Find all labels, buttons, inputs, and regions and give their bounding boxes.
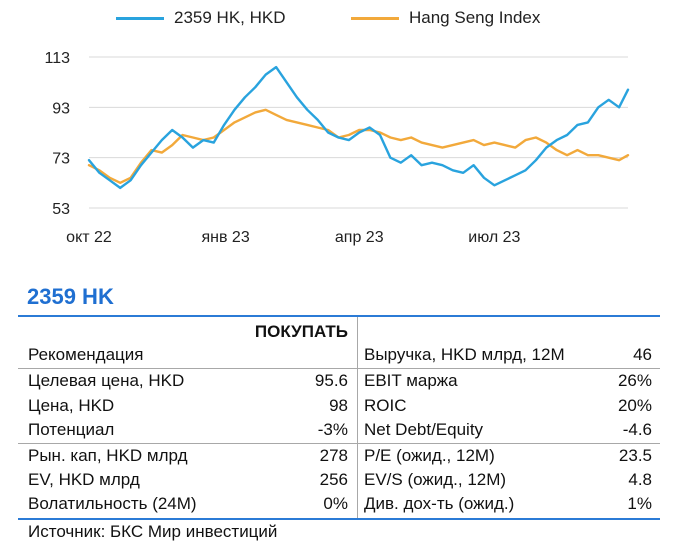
dividend-yield-value: 1% bbox=[627, 494, 652, 513]
y-axis-ticks: 113 93 73 53 bbox=[44, 50, 70, 218]
x-tick-label: апр 23 bbox=[335, 229, 384, 246]
volatility-value: 0% bbox=[323, 494, 348, 513]
series-line-stock bbox=[87, 65, 630, 190]
target-price-label: Целевая цена, HKD bbox=[28, 371, 185, 390]
pe-label: P/E (ожид., 12M) bbox=[364, 446, 495, 465]
ebit-margin-label: EBIT маржа bbox=[364, 371, 458, 390]
recommendation-label: Рекомендация bbox=[28, 345, 144, 364]
table-top-rule bbox=[18, 315, 660, 317]
roic-label: ROIC bbox=[364, 396, 407, 415]
legend-swatch-stock bbox=[116, 16, 164, 20]
legend-item-stock: 2359 HK, HKD bbox=[116, 8, 286, 28]
ebit-margin-value: 26% bbox=[617, 371, 652, 390]
chart-legend: 2359 HK, HKD Hang Seng Index bbox=[0, 8, 700, 34]
x-axis-ticks: окт 22 янв 23 апр 23 июл 23 bbox=[66, 229, 520, 246]
x-tick-label: июл 23 bbox=[468, 229, 520, 246]
legend-swatch-index bbox=[351, 16, 399, 20]
target-price-value: 95.6 bbox=[314, 371, 348, 390]
table-row-divider bbox=[18, 368, 660, 369]
table-row-divider bbox=[18, 443, 660, 444]
y-tick-label: 53 bbox=[52, 201, 70, 218]
table-column-separator bbox=[357, 317, 358, 518]
y-tick-label: 73 bbox=[52, 151, 70, 168]
price-value: 98 bbox=[329, 396, 348, 415]
y-tick-label: 93 bbox=[52, 100, 70, 117]
table-bottom-rule bbox=[18, 518, 660, 520]
net-debt-equity-value: -4.6 bbox=[622, 420, 652, 439]
market-cap-value: 278 bbox=[319, 446, 348, 465]
legend-label-stock: 2359 HK, HKD bbox=[174, 8, 286, 27]
y-tick-label: 113 bbox=[44, 50, 70, 67]
volatility-label: Волатильность (24M) bbox=[28, 494, 197, 513]
price-chart: 113 93 73 53 окт 22 янв 23 апр 23 июл 23 bbox=[44, 50, 630, 246]
chart-grid bbox=[89, 56, 628, 209]
recommendation-value: ПОКУПАТЬ bbox=[254, 322, 348, 341]
legend-item-index: Hang Seng Index bbox=[351, 8, 540, 28]
pe-value: 23.5 bbox=[618, 446, 652, 465]
net-debt-equity-label: Net Debt/Equity bbox=[364, 420, 484, 439]
potential-label: Потенциал bbox=[28, 420, 115, 439]
ev-label: EV, HKD млрд bbox=[28, 470, 140, 489]
dividend-yield-label: Див. дох-ть (ожид.) bbox=[364, 494, 515, 513]
source-note: Источник: БКС Мир инвестиций bbox=[28, 522, 278, 541]
revenue-value: 46 bbox=[633, 345, 652, 364]
ev-s-label: EV/S (ожид., 12M) bbox=[364, 470, 507, 489]
ev-value: 256 bbox=[319, 470, 348, 489]
series-line-index bbox=[87, 108, 630, 185]
ticker-heading: 2359 HK bbox=[27, 284, 114, 309]
roic-value: 20% bbox=[617, 396, 652, 415]
revenue-label: Выручка, HKD млрд, 12M bbox=[364, 345, 565, 364]
chart-series bbox=[87, 65, 630, 190]
market-cap-label: Рын. кап, HKD млрд bbox=[28, 446, 188, 465]
ev-s-value: 4.8 bbox=[628, 470, 652, 489]
price-label: Цена, HKD bbox=[28, 396, 115, 415]
potential-value: -3% bbox=[317, 420, 348, 439]
x-tick-label: окт 22 bbox=[66, 229, 112, 246]
legend-label-index: Hang Seng Index bbox=[409, 8, 541, 27]
x-tick-label: янв 23 bbox=[201, 229, 249, 246]
